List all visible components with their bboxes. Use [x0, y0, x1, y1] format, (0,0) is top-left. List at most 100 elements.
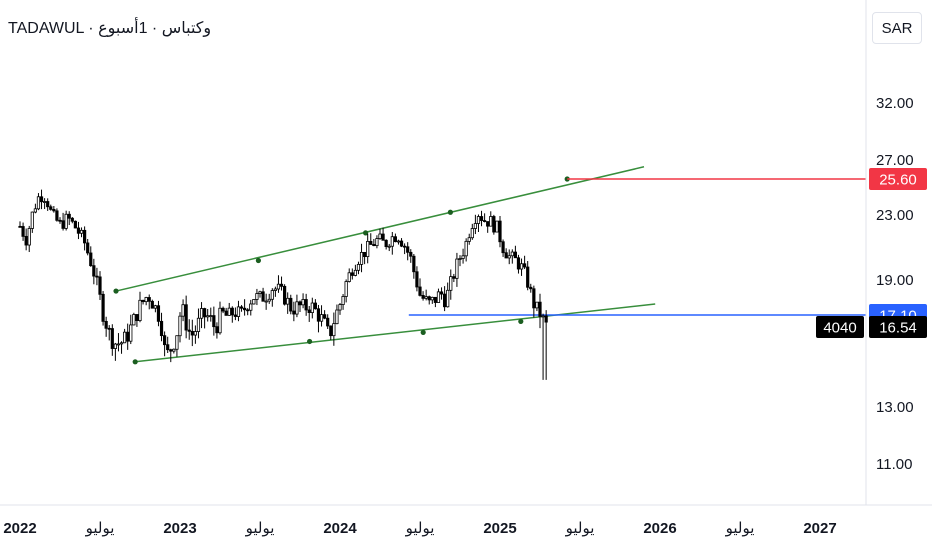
candle-body	[310, 302, 314, 313]
candle-body	[276, 283, 281, 290]
candle-body	[199, 308, 204, 319]
candle-body	[49, 206, 53, 210]
candle-body	[233, 314, 237, 317]
candle-body	[203, 308, 207, 318]
candle-body	[166, 344, 170, 351]
candle-body	[510, 251, 514, 257]
candle-body	[286, 297, 290, 305]
candle-body	[486, 221, 490, 227]
currency-button[interactable]: SAR	[872, 12, 922, 44]
candle-body	[449, 276, 453, 291]
price-label-bg	[869, 168, 927, 190]
candle-body	[292, 310, 296, 315]
candle-body	[159, 320, 164, 337]
candle-body	[366, 240, 370, 258]
pivot-point	[113, 288, 119, 294]
candle-body	[356, 263, 361, 271]
candle-body	[319, 314, 324, 322]
candle-body	[39, 196, 44, 203]
y-tick-label: 11.00	[876, 456, 912, 473]
candle-body	[399, 240, 404, 247]
candle-body	[544, 315, 548, 323]
candle-body	[436, 291, 441, 303]
candle-body	[289, 297, 293, 312]
candle-body	[184, 304, 188, 331]
channel-lower-line	[135, 303, 656, 363]
y-tick-label: 13.00	[876, 399, 914, 416]
candle-body	[21, 226, 25, 237]
symbol-tag: 4040	[823, 320, 856, 337]
candle-body	[224, 310, 228, 316]
candle-body	[138, 299, 142, 321]
candle-body	[443, 293, 447, 308]
candle-body	[412, 255, 416, 273]
candle-body	[403, 245, 407, 248]
candle-body	[150, 300, 154, 309]
candle-body	[378, 233, 382, 239]
candle-body	[79, 229, 84, 234]
candle-body	[27, 228, 31, 246]
candle-body	[409, 251, 413, 257]
candle-body	[98, 276, 102, 295]
exchange-name: TADAWUL	[8, 20, 84, 37]
candle-body	[424, 296, 428, 299]
candle-body	[470, 228, 474, 239]
x-tick-label: يوليو	[85, 520, 115, 537]
candle-body	[239, 306, 244, 309]
candle-body	[258, 291, 262, 294]
x-tick-label: 2022	[3, 520, 36, 537]
pivot-point	[447, 209, 453, 215]
candle-body	[64, 213, 68, 229]
candle-body	[513, 251, 517, 259]
candle-body	[492, 216, 496, 233]
candle-body	[116, 343, 121, 346]
candle-body	[390, 236, 394, 247]
candle-body	[83, 229, 87, 244]
candle-body	[353, 269, 357, 276]
candle-body	[393, 236, 397, 243]
candle-body	[43, 201, 47, 203]
candle-body	[519, 263, 524, 270]
candle-body	[252, 299, 256, 305]
candle-body	[169, 349, 173, 352]
candle-body	[52, 208, 56, 212]
x-tick-label: 2024	[323, 520, 357, 537]
candle-body	[246, 309, 250, 312]
candle-body	[255, 293, 259, 300]
candle-body	[92, 265, 96, 277]
pivot-point	[132, 359, 138, 365]
candle-body	[86, 242, 90, 254]
interval-label: 1أسبوع	[98, 20, 148, 37]
candle-body	[221, 307, 225, 312]
candle-body	[264, 300, 268, 303]
candle-body	[479, 216, 484, 221]
candle-body	[323, 314, 327, 319]
candle-body	[55, 210, 59, 221]
candle-body	[67, 213, 71, 219]
candle-body	[70, 217, 74, 222]
candle-body	[249, 303, 253, 311]
candle-body	[501, 241, 505, 254]
candle-body	[190, 330, 194, 336]
symbol-tag-bg	[816, 316, 864, 338]
candle-body	[504, 252, 508, 259]
candle-body	[153, 305, 157, 309]
candle-body	[163, 335, 167, 346]
candle-body	[307, 309, 311, 313]
pivot-point	[518, 318, 524, 325]
candle-body	[156, 305, 161, 322]
candle-body	[73, 220, 77, 229]
candle-body	[523, 263, 527, 268]
candle-body	[332, 323, 336, 337]
candle-body	[341, 296, 345, 305]
candle-body	[295, 301, 299, 315]
candle-body	[206, 315, 210, 318]
candle-body	[187, 329, 191, 332]
candle-body	[381, 233, 385, 241]
y-tick-label: 23.00	[876, 207, 914, 224]
x-tick-label: يوليو	[405, 520, 435, 537]
pivot-point	[307, 338, 313, 345]
candle-body	[230, 307, 234, 316]
